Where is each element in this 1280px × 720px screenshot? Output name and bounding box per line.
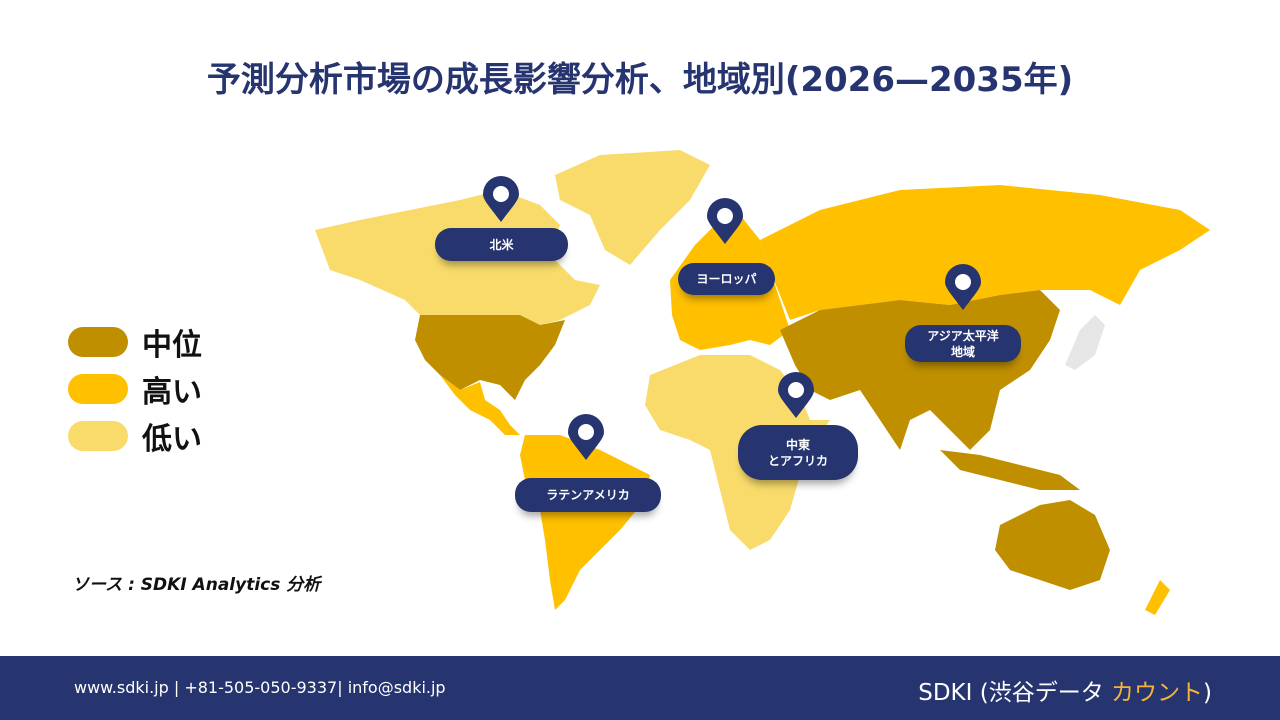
region-label-north-america[interactable]: 北米 xyxy=(435,228,568,261)
legend-label: 高い xyxy=(142,374,202,410)
map-africa xyxy=(645,355,830,550)
brand-main: SDKI (渋谷データ xyxy=(918,680,1112,706)
region-label-latin-america[interactable]: ラテンアメリカ xyxy=(515,478,661,512)
source-note: ソース : SDKI Analytics 分析 xyxy=(72,575,321,595)
legend-item-high: 高い xyxy=(68,365,202,412)
map-se-asia xyxy=(940,450,1080,490)
map-usa xyxy=(415,315,565,400)
region-label-europe[interactable]: ヨーロッパ xyxy=(678,263,775,295)
brand-logo: SDKI (渋谷データ カウント) xyxy=(918,673,1212,707)
region-label-middle-east-africa[interactable]: 中東 とアフリカ xyxy=(738,425,858,480)
legend-item-mid: 中位 xyxy=(68,318,202,365)
map-australia xyxy=(995,500,1110,590)
region-label-line: 中東 xyxy=(785,437,810,452)
legend-label: 低い xyxy=(142,421,202,457)
legend-label: 中位 xyxy=(142,327,202,363)
region-label-line: アジア太平洋 xyxy=(927,328,999,343)
contact-info: www.sdki.jp | +81-505-050-9337| info@sdk… xyxy=(74,678,446,697)
legend-swatch-low xyxy=(68,420,128,451)
map-japan xyxy=(1065,315,1105,370)
map-russia xyxy=(760,185,1210,320)
region-label-line: とアフリカ xyxy=(767,453,828,468)
legend-item-low: 低い xyxy=(68,412,202,459)
map-pin-icon[interactable] xyxy=(566,414,606,462)
region-label-asia-pacific[interactable]: アジア太平洋 地域 xyxy=(905,325,1021,362)
legend-swatch-high xyxy=(68,373,128,404)
brand-end: ) xyxy=(1203,680,1212,706)
map-pin-icon[interactable] xyxy=(776,372,816,420)
brand-accent: カウント xyxy=(1111,680,1204,706)
map-greenland xyxy=(555,150,710,265)
map-new-zealand xyxy=(1145,580,1170,615)
map-pin-icon[interactable] xyxy=(481,176,521,224)
map-pin-icon[interactable] xyxy=(943,264,983,312)
world-map xyxy=(315,150,1210,615)
footer: www.sdki.jp | +81-505-050-9337| info@sdk… xyxy=(0,656,1280,720)
legend: 中位 高い 低い xyxy=(68,318,202,459)
page-title: 予測分析市場の成長影響分析、地域別(2026—2035年) xyxy=(206,60,1074,100)
map-pin-icon[interactable] xyxy=(705,198,745,246)
region-label-line: 地域 xyxy=(950,344,975,359)
legend-swatch-mid xyxy=(68,326,128,357)
map-mexico xyxy=(440,375,520,435)
